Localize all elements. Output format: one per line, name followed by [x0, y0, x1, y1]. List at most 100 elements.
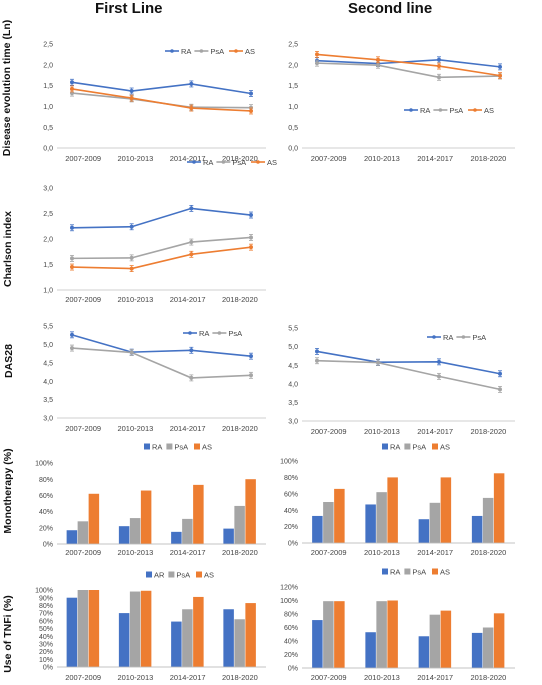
data-point-RA	[437, 359, 441, 364]
y-tick-label: 3,0	[288, 419, 298, 426]
bar-AS	[387, 477, 398, 543]
x-tick-label: 2014-2017	[170, 424, 206, 433]
data-point-AS	[376, 57, 380, 62]
x-tick-label: 2010-2013	[117, 154, 153, 163]
x-tick-label: 2018-2020	[470, 154, 506, 163]
data-point-PsA	[249, 235, 253, 240]
legend-label: PsA	[210, 47, 224, 56]
bar-RA	[365, 504, 376, 543]
bar-AS	[193, 484, 204, 544]
bar-PsA	[323, 601, 334, 668]
y-tick-label: 40%	[284, 639, 298, 646]
bar-PsA	[77, 590, 89, 667]
x-tick-label: 2007-2009	[311, 154, 347, 163]
y-tick-label: 5,5	[43, 324, 53, 331]
x-tick-label: 2007-2009	[311, 427, 347, 436]
legend-label: PsA	[174, 443, 188, 452]
data-point-PsA	[70, 256, 74, 261]
series-line-AS	[316, 53, 501, 77]
y-tick-label: 10%	[39, 657, 53, 664]
chart-panel-5: 3,0 3,5 4,0 4,5 5,0 5,5 2007-2009 2010-2013 2014…	[288, 326, 515, 436]
x-tick-label: 2007-2009	[65, 673, 101, 682]
bar-PsA	[234, 619, 245, 667]
legend-swatch	[194, 443, 200, 450]
data-point-PsA	[498, 387, 502, 392]
legend-label: RA	[199, 329, 209, 338]
y-tick-label: 0%	[288, 541, 298, 548]
y-tick-label: 90%	[39, 595, 53, 602]
y-tick-label: 80%	[284, 475, 298, 482]
y-tick-label: 120%	[280, 585, 298, 592]
legend-marker	[170, 49, 174, 53]
legend-label: RA	[390, 568, 400, 577]
bar-PsA	[182, 609, 193, 667]
data-point-RA	[129, 224, 134, 229]
bar-PsA	[182, 518, 193, 544]
legend-marker	[409, 108, 413, 112]
bar-AS	[440, 477, 452, 543]
x-tick-label: 2010-2013	[364, 154, 400, 163]
bar-PsA	[429, 502, 441, 543]
y-tick-label: 20%	[284, 652, 298, 659]
legend-swatch	[432, 443, 438, 450]
bar-AR	[118, 613, 130, 667]
series-line-PsA	[316, 359, 501, 391]
bar-PsA	[482, 627, 494, 668]
legend-label: PsA	[176, 571, 190, 580]
bar-AS	[88, 493, 100, 544]
series-line-PsA	[316, 62, 501, 79]
bar-PsA	[376, 601, 387, 668]
bar-AR	[171, 621, 182, 667]
legend-marker	[221, 160, 226, 164]
legend-label: PsA	[232, 158, 246, 167]
x-tick-label: 2007-2009	[65, 424, 101, 433]
legend-label: RA	[203, 158, 213, 167]
y-tick-label: 60%	[39, 493, 53, 500]
bar-RA	[66, 530, 78, 544]
chart-panel-1: 0,0 0,5 1,0 1,5 2,0 2,5 2007-2009 2010-2013 2014…	[43, 42, 266, 163]
x-tick-label: 2018-2020	[222, 673, 258, 682]
y-tick-label: 20%	[39, 649, 53, 656]
bar-RA	[223, 528, 234, 544]
bar-AS	[245, 479, 256, 544]
y-tick-label: 4,0	[288, 381, 298, 388]
data-point-PsA	[315, 358, 319, 363]
y-tick-label: 2,5	[288, 42, 298, 49]
y-tick-label: 40%	[284, 508, 298, 515]
legend-marker	[461, 335, 466, 339]
data-point-PsA	[249, 373, 253, 378]
y-tick-label: 1,5	[288, 83, 298, 90]
data-point-RA	[189, 348, 194, 353]
y-tick-label: 20%	[284, 524, 298, 531]
data-point-AS	[70, 265, 74, 270]
bar-AS	[334, 601, 345, 668]
bar-RA	[471, 632, 483, 668]
y-tick-label: 0%	[43, 665, 53, 672]
y-tick-label: 100%	[280, 459, 298, 466]
legend-label: AS	[484, 106, 494, 115]
x-tick-label: 2010-2013	[117, 548, 153, 557]
legend-marker	[188, 331, 192, 335]
y-tick-label: 100%	[35, 461, 53, 468]
bar-PsA	[77, 521, 89, 544]
y-tick-label: 50%	[39, 626, 53, 633]
legend-swatch	[166, 443, 173, 450]
data-point-RA	[249, 354, 253, 359]
bar-RA	[118, 526, 130, 544]
x-tick-label: 2010-2013	[117, 424, 153, 433]
chart-panel-2: 0,0 0,5 1,0 1,5 2,0 2,5 2007-2009 2010-2013 2014…	[288, 42, 515, 163]
x-tick-label: 2014-2017	[417, 548, 453, 557]
legend-label: RA	[152, 443, 162, 452]
y-tick-label: 80%	[39, 477, 53, 484]
y-tick-label: 0%	[43, 542, 53, 549]
data-point-AS	[129, 266, 134, 271]
y-tick-label: 5,0	[288, 344, 298, 351]
legend-marker	[234, 49, 238, 53]
y-tick-label: 100%	[35, 588, 53, 595]
bar-AS	[140, 590, 152, 667]
bar-PsA	[323, 502, 334, 543]
y-tick-label: 1,0	[288, 104, 298, 111]
bar-PsA	[482, 497, 494, 543]
bar-RA	[312, 620, 323, 668]
y-tick-label: 100%	[280, 598, 298, 605]
